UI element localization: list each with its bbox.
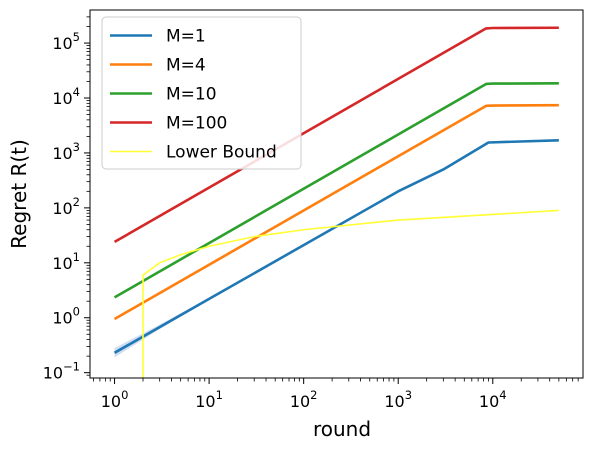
y-tick-label: 102 xyxy=(52,195,80,218)
x-axis-label: round xyxy=(313,417,371,441)
series-lines xyxy=(113,26,559,378)
plot-frame xyxy=(89,9,584,379)
m-4-line xyxy=(113,103,559,321)
m-10-line xyxy=(113,82,559,299)
y-tick-label: 10−1 xyxy=(43,360,80,383)
y-tick-label: 104 xyxy=(52,85,80,108)
y-tick-label: 101 xyxy=(52,250,80,273)
y-tick-label: 105 xyxy=(52,30,80,53)
m-1-line xyxy=(113,138,559,354)
legend-label-m-1: M=1 xyxy=(166,27,206,47)
x-tick-label: 100 xyxy=(101,388,129,411)
x-tick-label: 104 xyxy=(479,388,507,411)
x-tick-label: 101 xyxy=(195,388,223,411)
y-tick-label: 100 xyxy=(52,305,80,328)
legend-label-m-4: M=4 xyxy=(166,56,206,76)
y-axis-ticks: 10−1 100 101 102 103 104 105 xyxy=(43,16,90,383)
x-tick-label: 102 xyxy=(290,388,318,411)
legend: M=1 M=4 M=10 M=100 Lower Bound xyxy=(101,16,302,170)
y-axis-label: Regret R(t) xyxy=(7,139,31,249)
x-tick-label: 103 xyxy=(384,388,412,411)
y-tick-label: 103 xyxy=(52,140,80,163)
legend-label-m-10: M=10 xyxy=(166,85,217,105)
legend-label-lower-bound: Lower Bound xyxy=(166,143,277,163)
x-axis-ticks: 100 101 102 103 104 xyxy=(93,378,579,411)
lower-bound-line xyxy=(142,209,559,378)
legend-label-m-100: M=100 xyxy=(166,114,227,134)
legend-box xyxy=(101,16,302,170)
